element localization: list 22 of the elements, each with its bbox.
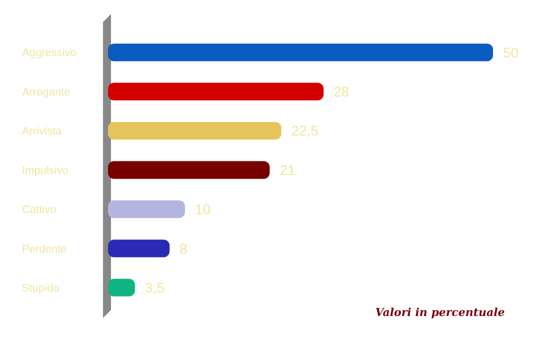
y-tick-label: Stupido — [22, 282, 60, 294]
bar — [108, 278, 135, 296]
y-tick-label: Cattivo — [22, 204, 56, 216]
data-label: 3,5 — [144, 280, 165, 296]
bar — [108, 44, 493, 62]
bar — [108, 122, 282, 140]
data-label: 50 — [503, 44, 519, 60]
y-tick-label: Aggressivo — [22, 47, 76, 60]
bar — [108, 82, 324, 100]
annotation: Valori in percentuale — [375, 306, 505, 319]
data-label: 21 — [280, 162, 296, 178]
data-label: 28 — [334, 83, 350, 100]
data-label: 22,5 — [291, 122, 319, 139]
bar — [108, 240, 170, 258]
y-tick-label: Impulsivo — [22, 164, 68, 177]
data-label: 8 — [180, 240, 188, 256]
y-tick-label: Perdente — [22, 243, 67, 256]
y-tick-label: Arrivista — [22, 126, 63, 138]
y-tick-label: Arrogante — [22, 86, 70, 98]
bar — [108, 161, 270, 179]
bar — [108, 200, 185, 218]
data-label: 10 — [195, 201, 211, 218]
